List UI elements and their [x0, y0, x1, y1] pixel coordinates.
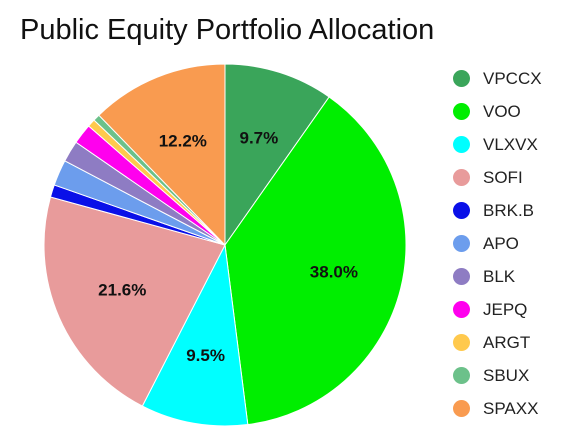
- legend-swatch: [453, 103, 470, 120]
- legend-item-jepq[interactable]: JEPQ: [453, 293, 558, 326]
- legend-label: JEPQ: [483, 299, 528, 319]
- legend-item-blk[interactable]: BLK: [453, 260, 558, 293]
- data-label-spaxx: 12.2%: [159, 132, 207, 151]
- legend-swatch: [453, 400, 470, 417]
- legend-label: SBUX: [483, 365, 530, 385]
- legend-swatch: [453, 268, 470, 285]
- legend-label: BRK.B: [483, 200, 535, 220]
- pie-slice-vlxvx[interactable]: [141, 243, 249, 427]
- legend-item-sofi[interactable]: SOFI: [453, 161, 558, 194]
- legend-swatch: [453, 169, 470, 186]
- data-label-sofi: 21.6%: [98, 281, 146, 300]
- legend-swatch: [453, 202, 470, 219]
- pie-slice-spaxx[interactable]: [98, 63, 226, 247]
- legend-label: SPAXX: [483, 398, 539, 418]
- chart-legend: VPCCX VOO VLXVX SOFI BRK.B APO BLK JEPQ ARGT SBUX…: [453, 62, 558, 425]
- pie-slice-vpccx[interactable]: [224, 63, 330, 247]
- legend-item-brk-b[interactable]: BRK.B: [453, 194, 558, 227]
- legend-item-apo[interactable]: APO: [453, 227, 558, 260]
- data-label-vlxvx: 9.5%: [186, 346, 225, 365]
- pie-slice-sofi[interactable]: [43, 196, 226, 407]
- legend-item-sbux[interactable]: SBUX: [453, 359, 558, 392]
- pie-slice-voo[interactable]: [224, 96, 407, 426]
- legend-swatch: [453, 334, 470, 351]
- legend-swatch: [453, 136, 470, 153]
- legend-item-voo[interactable]: VOO: [453, 95, 558, 128]
- data-label-voo: 38.0%: [310, 263, 358, 282]
- legend-item-argt[interactable]: ARGT: [453, 326, 558, 359]
- legend-label: VLXVX: [483, 134, 538, 154]
- data-label-vpccx: 9.7%: [239, 129, 278, 148]
- legend-label: ARGT: [483, 332, 531, 352]
- legend-item-vpccx[interactable]: VPCCX: [453, 62, 558, 95]
- legend-label: SOFI: [483, 167, 523, 187]
- legend-swatch: [453, 70, 470, 87]
- legend-label: VOO: [483, 101, 521, 121]
- chart-title: Public Equity Portfolio Allocation: [20, 14, 435, 46]
- legend-swatch: [453, 235, 470, 252]
- legend-item-vlxvx[interactable]: VLXVX: [453, 128, 558, 161]
- legend-label: APO: [483, 233, 519, 253]
- legend-label: BLK: [483, 266, 516, 286]
- legend-item-spaxx[interactable]: SPAXX: [453, 392, 558, 425]
- legend-swatch: [453, 301, 470, 318]
- legend-label: VPCCX: [483, 68, 542, 88]
- legend-swatch: [453, 367, 470, 384]
